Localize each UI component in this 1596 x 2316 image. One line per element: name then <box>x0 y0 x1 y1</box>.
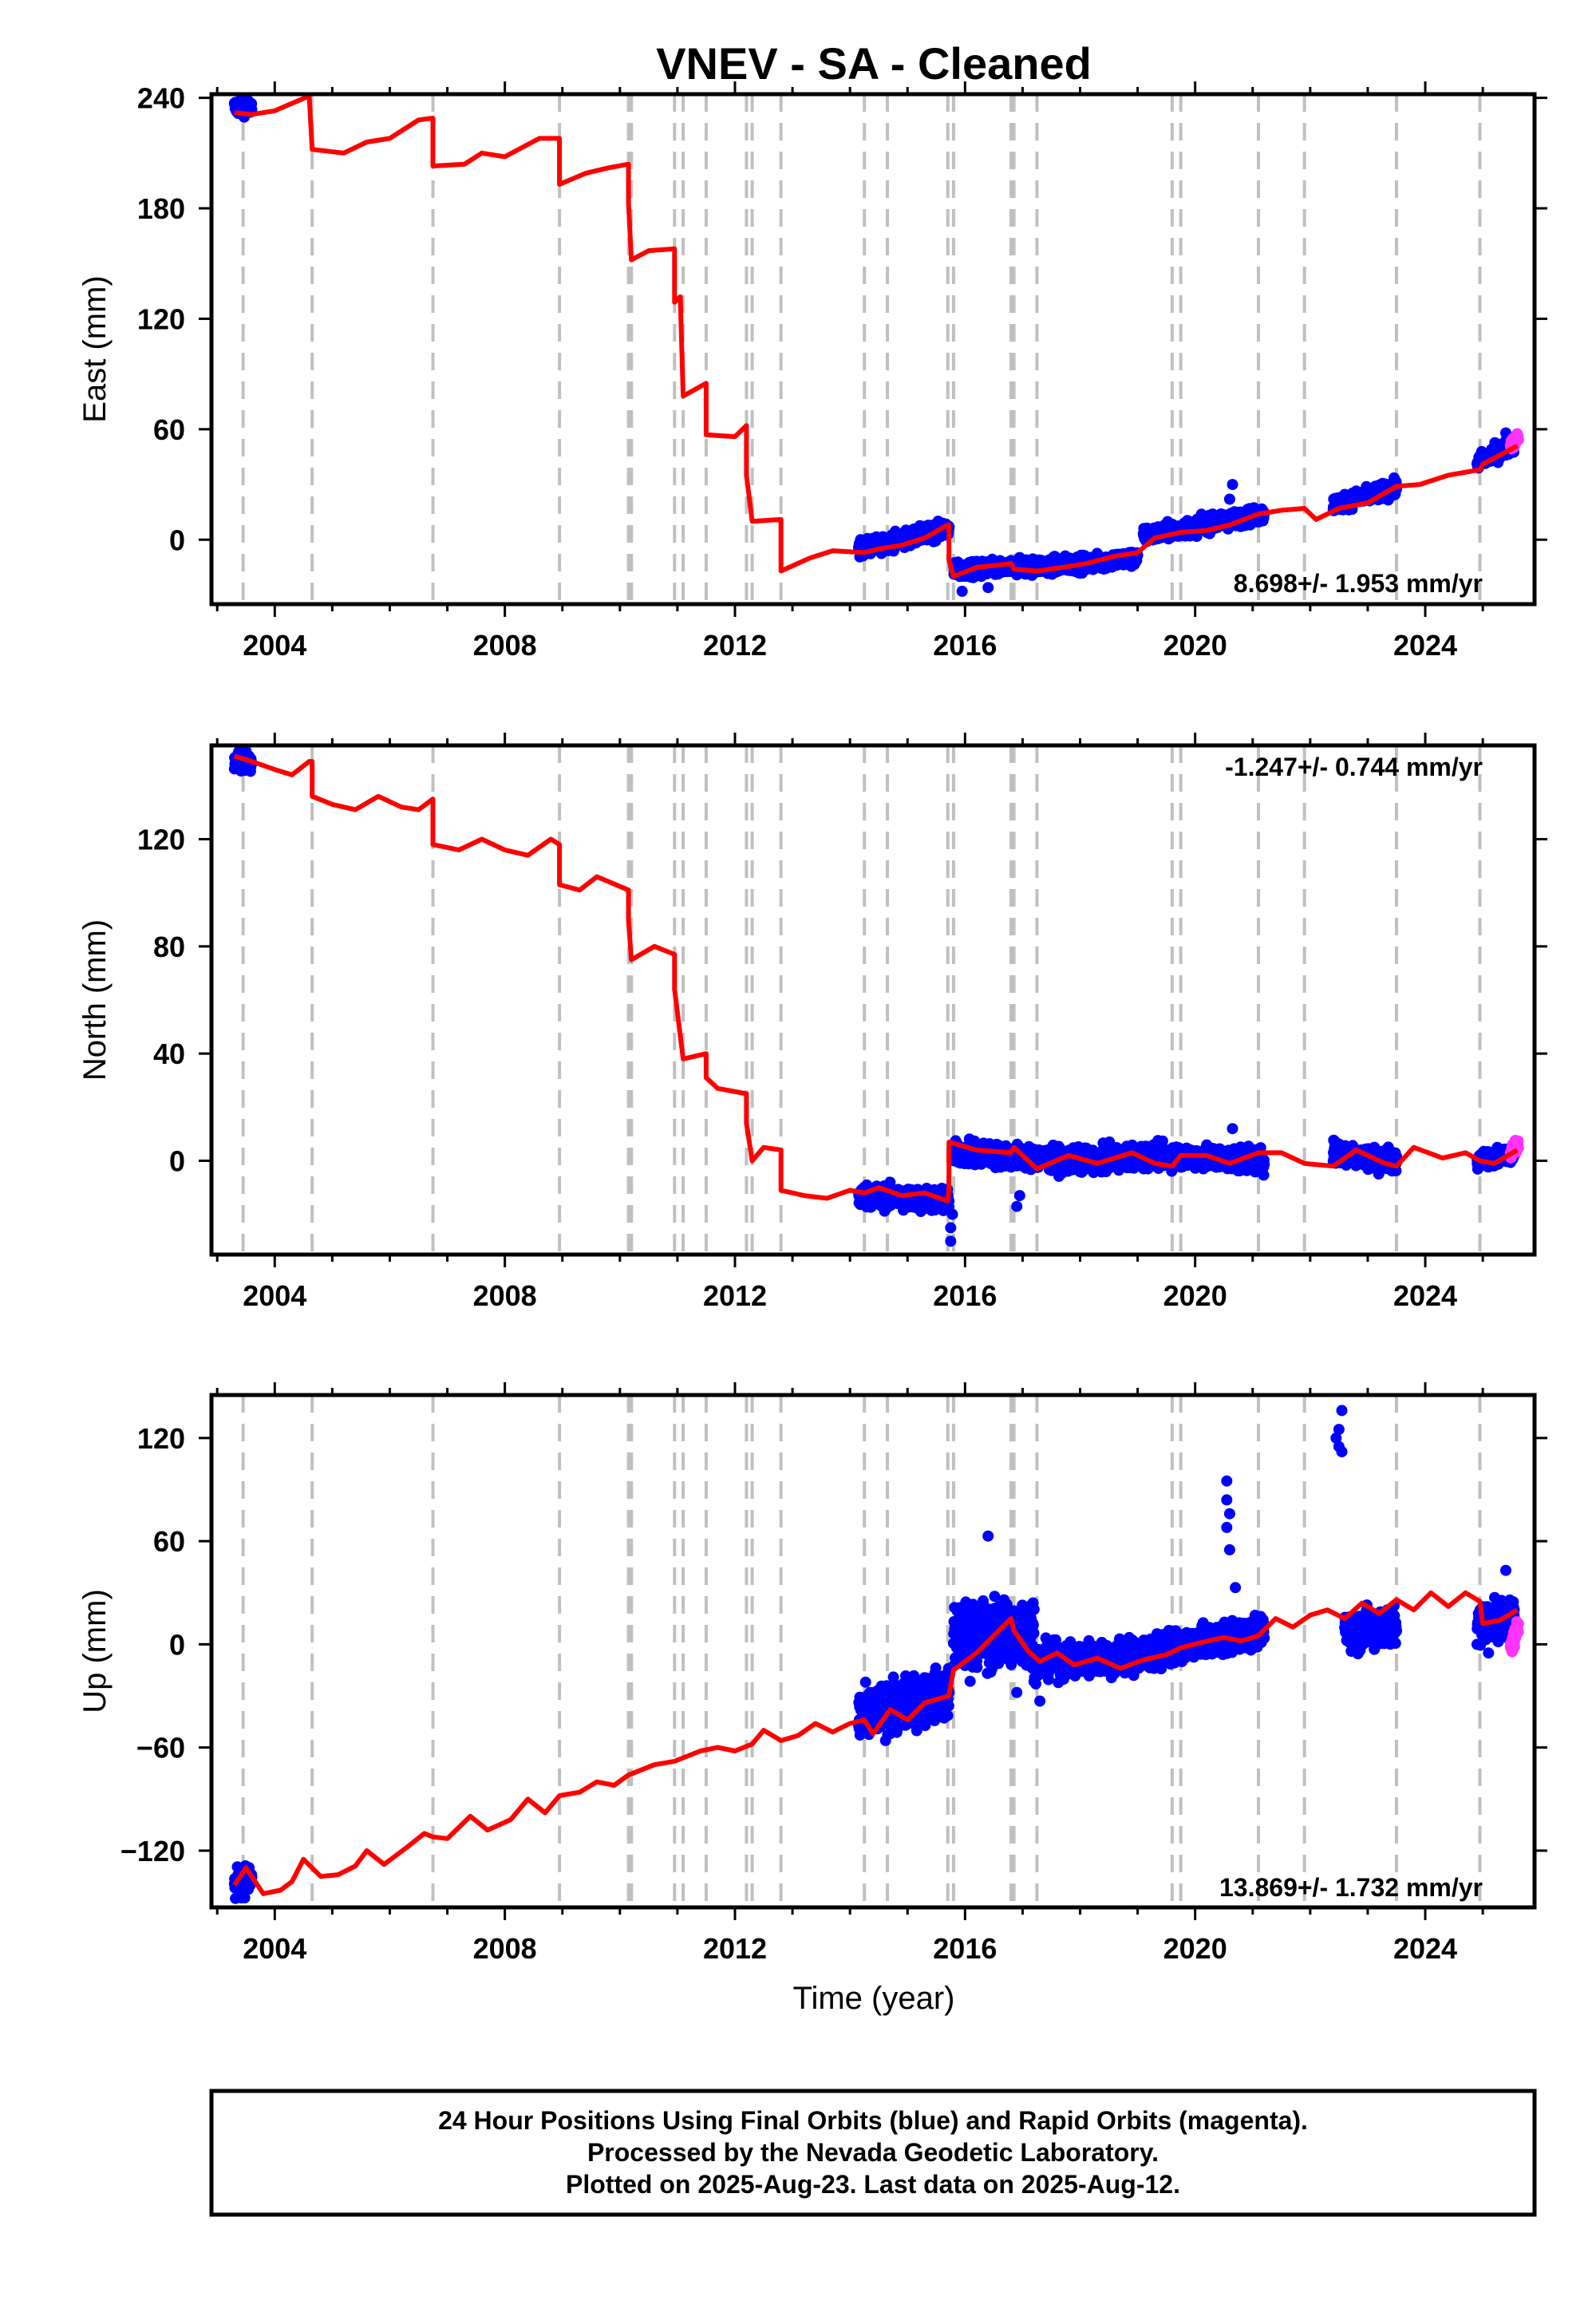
x-tick-label: 2016 <box>933 629 997 662</box>
plot-frame <box>209 92 1537 607</box>
outlier-point <box>1227 479 1238 491</box>
outlier-point <box>946 1208 958 1220</box>
x-tick-label: 2012 <box>703 629 767 662</box>
north-panel: 2004 2008 2012 2016 2020 2024 0 40 80 120 North (m… <box>77 733 1547 1312</box>
model-line <box>234 94 1519 579</box>
outlier-point <box>945 1235 957 1247</box>
final-point <box>239 1892 251 1904</box>
outlier-point <box>1011 1200 1023 1212</box>
model-line <box>233 753 1519 1203</box>
rapid-point <box>1512 434 1524 446</box>
y-tick-label: 60 <box>153 413 185 446</box>
x-tick-label: 2024 <box>1393 1279 1457 1312</box>
y-tick-label: 120 <box>137 302 185 335</box>
x-tick-label: 2008 <box>473 629 537 662</box>
y-tick-label: 0 <box>169 1144 185 1177</box>
outlier-point <box>945 1222 957 1234</box>
x-tick-label: 2004 <box>243 629 306 662</box>
plot-frame <box>209 743 1537 1257</box>
y-tick-label: 40 <box>153 1037 185 1070</box>
rate-label: -1.247+/- 0.744 mm/yr <box>1225 753 1483 781</box>
x-tick-label: 2020 <box>1163 1279 1227 1312</box>
y-tick-label: 80 <box>153 931 185 963</box>
final-point <box>1258 1169 1270 1181</box>
data-points <box>228 94 1524 597</box>
final-point <box>1391 1151 1402 1162</box>
outlier-point <box>956 585 968 597</box>
x-tick-label: 2020 <box>1163 629 1227 662</box>
y-axis-label: East (mm) <box>77 275 113 422</box>
y-tick-label: 180 <box>137 192 185 225</box>
rate-label: 8.698+/- 1.953 mm/yr <box>1234 569 1483 598</box>
east-panel: 2004 2008 2012 2016 2020 2024 0 60 120 180 240 East… <box>77 81 1547 662</box>
x-tick-label: 2012 <box>703 1279 767 1312</box>
data-points <box>228 745 1524 1247</box>
x-tick-label: 2024 <box>1393 629 1457 662</box>
data-points <box>228 1405 1524 1904</box>
final-point <box>911 1725 922 1737</box>
y-axis-label: North (mm) <box>77 919 113 1081</box>
outlier-point <box>982 582 994 594</box>
outlier-point <box>1227 1123 1238 1135</box>
x-tick-label: 2016 <box>933 1279 997 1312</box>
final-point <box>919 1720 931 1732</box>
x-tick-label: 2004 <box>243 1279 306 1312</box>
final-point <box>859 1676 871 1688</box>
y-tick-label: 240 <box>137 82 185 115</box>
final-point <box>1258 1158 1270 1170</box>
y-tick-label: 120 <box>137 824 185 856</box>
final-point <box>887 1671 899 1683</box>
outlier-point <box>1223 493 1235 505</box>
x-tick-label: 2008 <box>473 1279 537 1312</box>
y-tick-label: 0 <box>169 524 185 556</box>
outlier-point <box>1013 1190 1025 1202</box>
up-panel: 2004 2008 2012 2016 2020 2024−120−60060120Up … <box>77 1382 1547 1965</box>
chart-title: VNEV - SA - Cleaned <box>656 38 1092 89</box>
